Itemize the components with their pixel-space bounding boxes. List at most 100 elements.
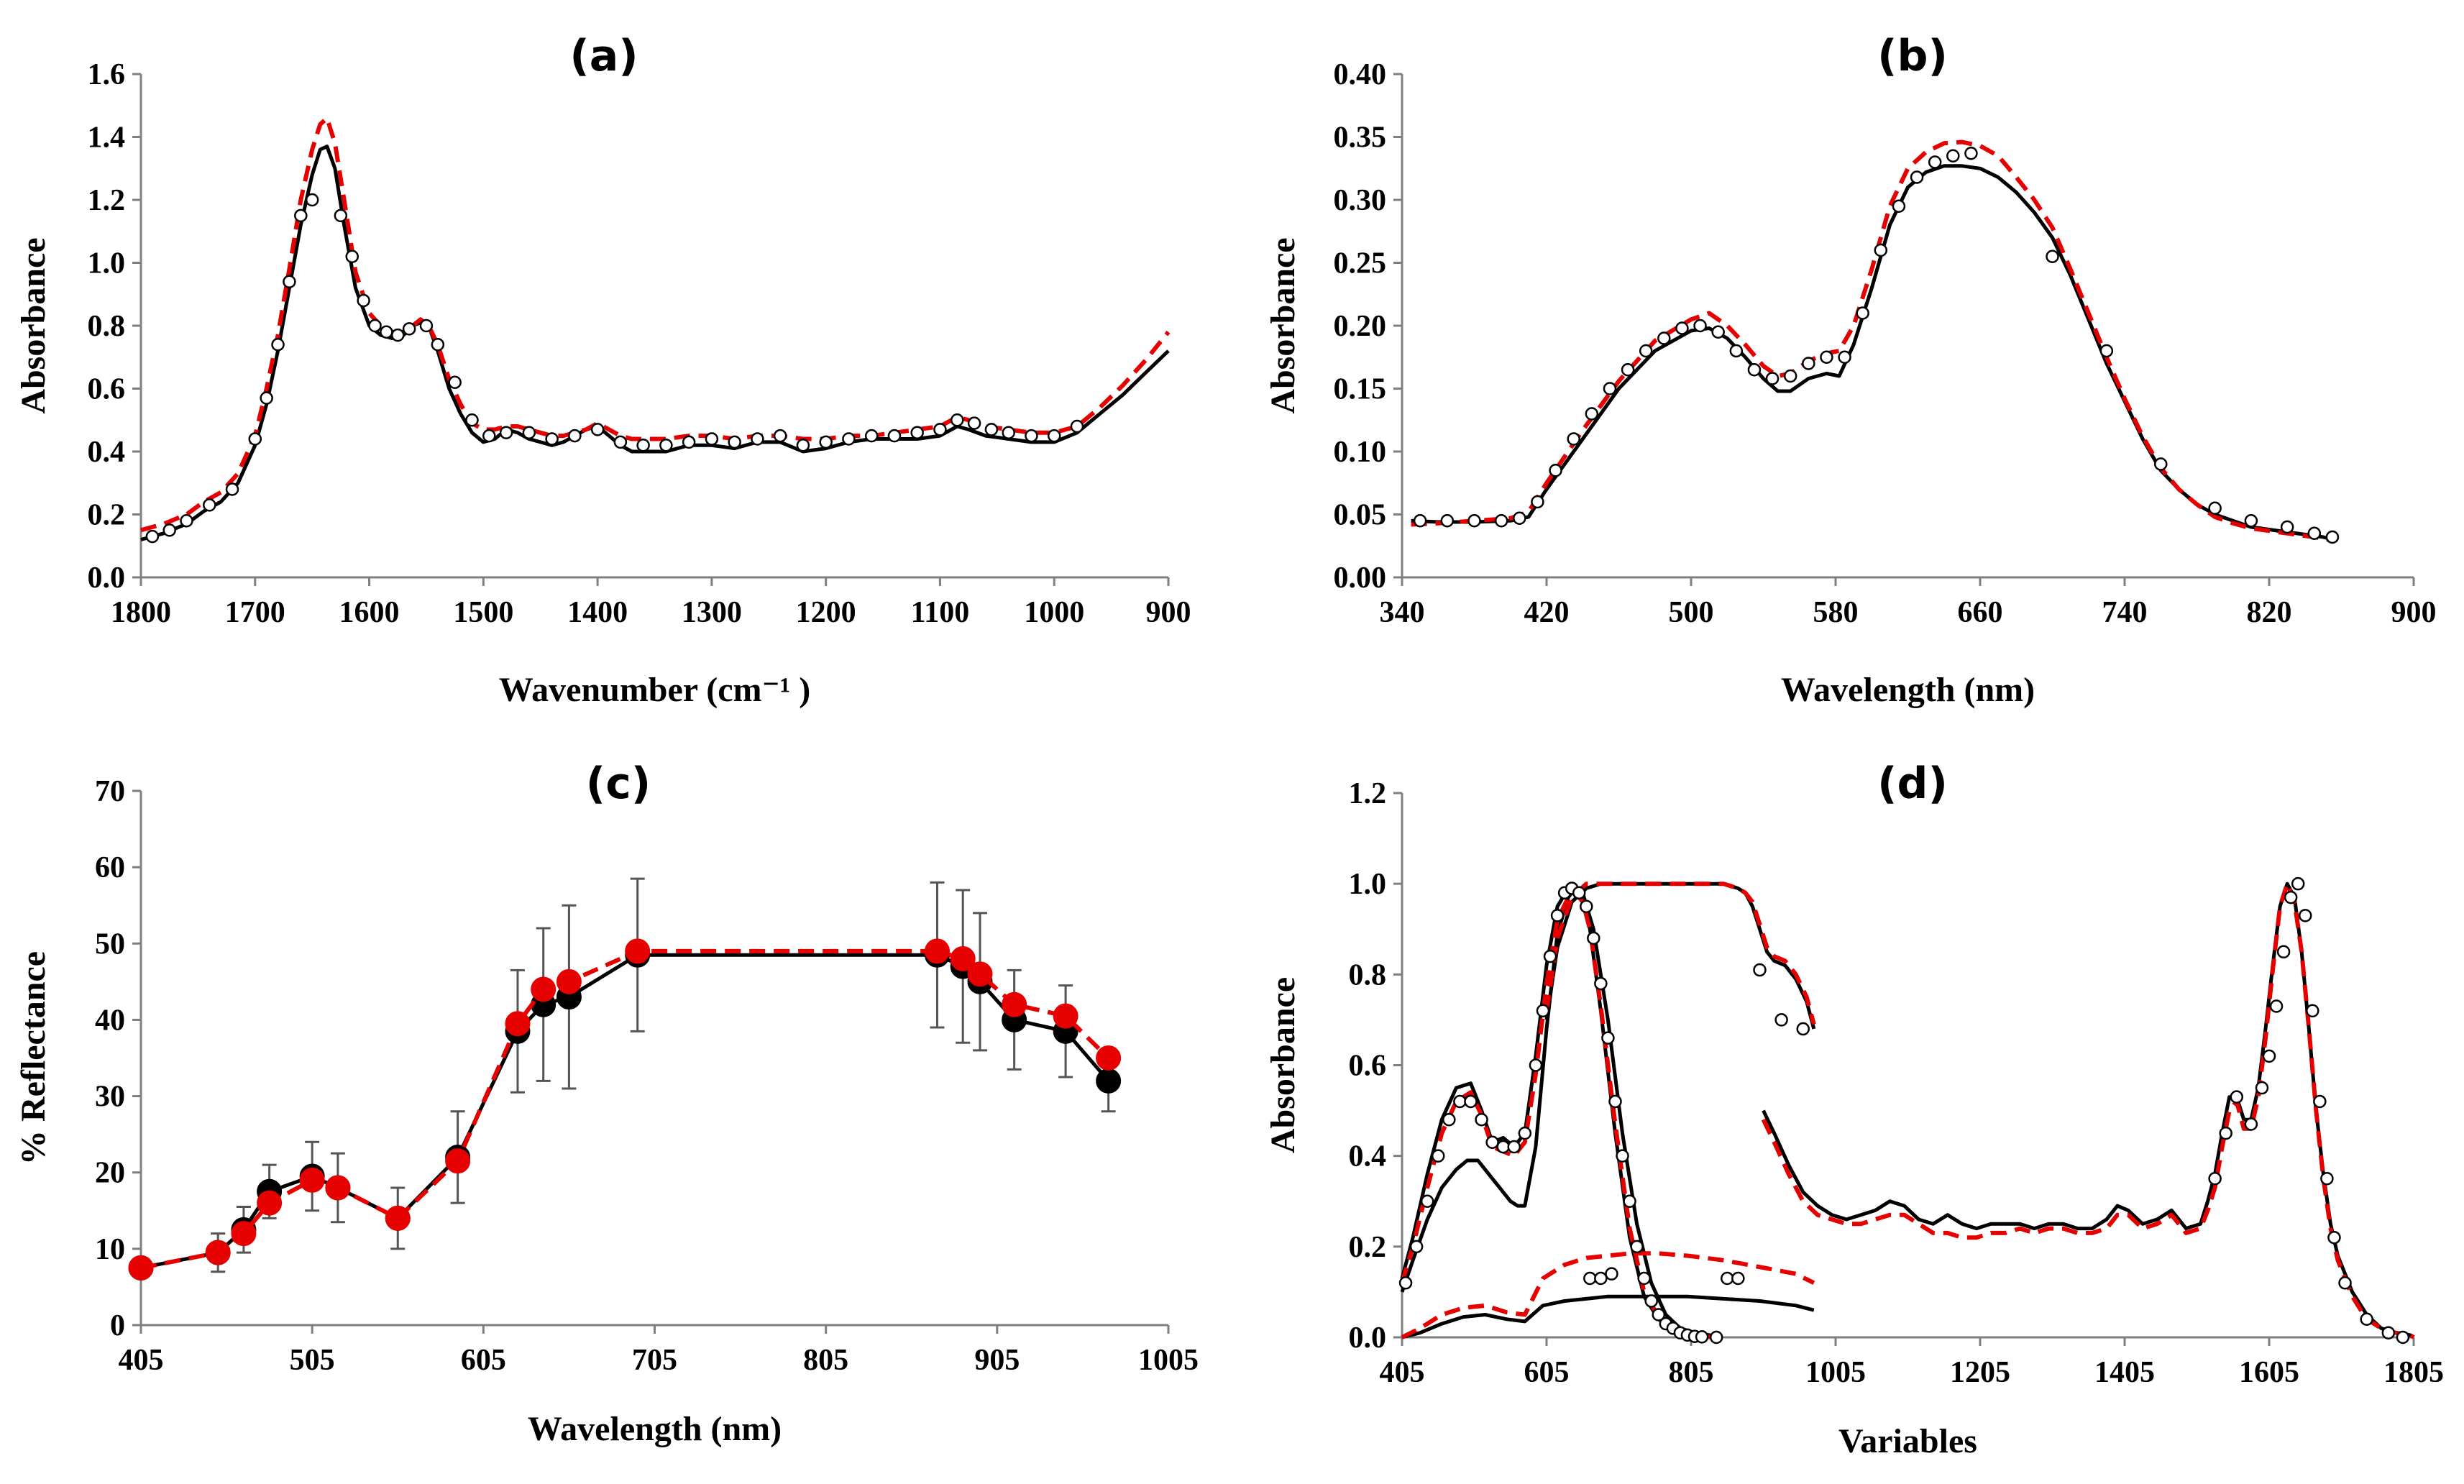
panel-a-y-tick-label: 1.6 [88, 58, 126, 91]
panel-c-x-tick-label: 1005 [1138, 1344, 1199, 1377]
panel-b-x-tick-label: 660 [1958, 596, 2003, 629]
panel-a: 1800 1700 1600 1500 1400 1300 1200 1100 1000 900 0… [14, 31, 1191, 709]
panel-b-series-replicates-point [1549, 464, 1562, 477]
panel-a-series-measured-line [140, 145, 1170, 541]
panel-b-series-replicates-point [1413, 514, 1427, 528]
panel-b-series-replicates-point [1603, 382, 1617, 395]
panel-d-x-tick-label: 1605 [2239, 1356, 2299, 1389]
panel-d-series-replicates-point [1637, 1271, 1651, 1286]
panel-a-series-replicates-point [260, 391, 273, 405]
panel-d-series-replicates-point [1550, 909, 1565, 922]
panel-d-series-replicates-point [1453, 1094, 1467, 1109]
panel-c-x-tick-label: 605 [461, 1344, 506, 1377]
panel-d-series-replicates-point [1580, 899, 1593, 913]
panel-b-y-tick-label: 0.05 [1334, 499, 1387, 532]
panel-d-series-replicates-point [1572, 886, 1586, 900]
panel-d-y-tick-label: 0.6 [1349, 1050, 1387, 1083]
panel-d-x-tick-label: 405 [1380, 1356, 1425, 1389]
panel-a-series-replicates-point [842, 432, 856, 446]
panel-d-series-replicates-point [1587, 931, 1600, 945]
panel-b-series-replicates-point [1585, 407, 1599, 421]
panel-a-series-replicates-point [613, 435, 628, 449]
panel-b-title: (b) [1877, 31, 1948, 81]
panel-d-series-replicates-point [1601, 1031, 1615, 1045]
panel-a-series-replicates-point [334, 209, 348, 223]
panel-b-series-replicates-point [2046, 249, 2059, 263]
panel-d-series-replicates-point [2360, 1312, 2373, 1327]
panel-a-x-tick-label: 900 [1146, 596, 1191, 629]
panel-d-y-tick-label: 1.2 [1349, 777, 1387, 810]
panel-b-x-tick-label: 740 [2102, 596, 2148, 629]
panel-d-series-replicates-point [1616, 1149, 1629, 1163]
panel-b-series-replicates-point [1820, 350, 1833, 364]
panel-b-series-replicates-point [1567, 432, 1580, 446]
panel-b-series-replicates-point [2244, 514, 2258, 528]
panel-a-series-replicates-point [728, 435, 741, 449]
panel-b-series-replicates-point [2208, 501, 2222, 515]
panel-d-series-replicates-point [2327, 1230, 2341, 1245]
panel-c: 405 505 605 705 805 905 1005 0 10 20 30 40 50 60 70 (c)… [14, 759, 1199, 1448]
panel-d-series-replicates-point [2381, 1326, 2396, 1339]
panel-d-y-tick-label: 0.2 [1349, 1231, 1387, 1264]
panel-b-y-tick-label: 0.00 [1334, 562, 1387, 595]
panel-d-series-replicates-point [1721, 1271, 1734, 1286]
panel-a-y-tick-label: 0.4 [88, 436, 126, 469]
panel-b-y-tick-label: 0.10 [1334, 436, 1387, 469]
panel-c-y-tick-label: 20 [95, 1157, 125, 1190]
panel-a-x-tick-label: 1500 [453, 596, 513, 629]
panel-d-x-tick-label: 1405 [2094, 1356, 2155, 1389]
panel-c-series-predicted-marker [531, 976, 557, 1002]
panel-d-series-replicates-point [2208, 1171, 2222, 1186]
panel-d-series-replicates-point [2276, 945, 2291, 959]
panel-a-series-replicates-point [380, 325, 393, 339]
panel-a-series-replicates-point [248, 432, 262, 446]
panel-d-series-replicates-point [1398, 1276, 1413, 1290]
panel-a-y-tick-label: 0.8 [88, 310, 126, 343]
panel-d-y-tick-label: 1.0 [1349, 868, 1387, 901]
panel-b-y-tick-label: 0.25 [1334, 247, 1387, 280]
panel-d-series-replicates-point [1583, 1271, 1597, 1286]
panel-c-series-predicted-marker [231, 1221, 257, 1247]
panel-d-series-replicates-point [1796, 1022, 1810, 1036]
panel-a-title: (a) [569, 31, 638, 81]
panel-d-y-tick-label: 0.0 [1349, 1322, 1387, 1355]
panel-a-series-replicates-point [659, 439, 673, 452]
panel-b-series-replicates-point [1747, 363, 1762, 377]
panel-c-series-predicted-marker [967, 961, 993, 987]
panel-a-series-replicates-point [887, 429, 902, 443]
panel-b-x-tick-label: 900 [2391, 596, 2437, 629]
panel-c-series-predicted-marker [505, 1011, 531, 1037]
panel-a-x-tick-label: 1000 [1024, 596, 1084, 629]
panel-b-series-replicates-point [2325, 530, 2340, 544]
panel-d-series-replicates-point [1496, 1140, 1510, 1154]
panel-b-series-predicted-line [1411, 139, 2333, 544]
panel-a-series-replicates-point [482, 429, 496, 443]
panel-a-series-replicates-point [225, 482, 239, 496]
panel-a-y-tick-label: 0.6 [88, 373, 126, 406]
panel-a-series-replicates-point [1002, 426, 1015, 439]
panel-a-series-replicates-point [203, 498, 216, 512]
panel-b-series-replicates-point [1693, 319, 1707, 333]
panel-a-series-replicates-point [1025, 429, 1038, 443]
panel-a-y-tick-label: 0.0 [88, 562, 126, 595]
panel-c-y-tick-label: 10 [95, 1233, 125, 1266]
panel-c-series-predicted-marker [257, 1190, 283, 1216]
panel-a-series-replicates-point [271, 338, 285, 352]
panel-b-y-tick-label: 0.20 [1334, 310, 1387, 343]
panel-a-series-replicates-point [345, 249, 359, 263]
panel-a-series-replicates-point [465, 413, 479, 427]
panel-b-series-replicates-point [1856, 306, 1869, 320]
panel-b-series-replicates-point [1928, 155, 1942, 169]
panel-a-series-replicates-point [682, 435, 696, 449]
panel-d-series-replicates-point [2230, 1090, 2244, 1104]
panel-b-x-axis-label: Wavelength (nm) [1781, 671, 2035, 709]
panel-d-series-replicates-point [2291, 876, 2305, 891]
panel-b-x-tick-label: 820 [2247, 596, 2292, 629]
panel-d-series-replicates-point [1536, 1004, 1550, 1018]
panel-c-x-tick-label: 705 [632, 1344, 677, 1377]
panel-a-series-replicates-point [864, 429, 879, 443]
panel-d-series-replicates-point [2284, 890, 2298, 904]
panel-a-series-replicates-point [933, 423, 947, 436]
panel-d-series-replicates-point [1442, 1112, 1456, 1127]
panel-a-y-tick-label: 1.0 [88, 247, 126, 280]
